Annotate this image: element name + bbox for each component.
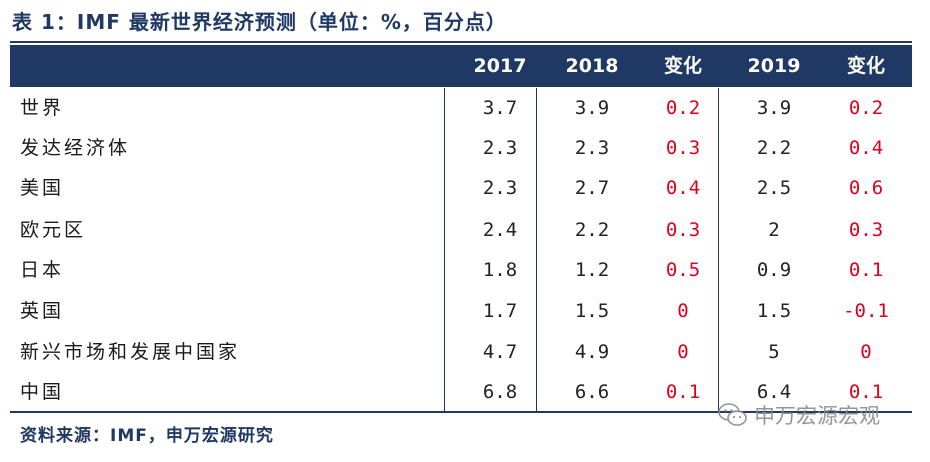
table-row: 新兴市场和发展中国家 4.7 4.9 0 5 0 xyxy=(10,332,912,372)
value-2017: 2.4 xyxy=(482,219,518,241)
table-row: 日本 1.8 1.2 0.5 0.9 0.1 xyxy=(10,250,912,290)
value-2019: 3.9 xyxy=(756,97,792,119)
change-2018: 0 xyxy=(677,300,689,322)
row-label: 发达经济体 xyxy=(20,137,131,159)
change-2019: 0 xyxy=(860,341,872,363)
table-header: 2017 2018 变化 2019 变化 xyxy=(10,45,912,87)
column-divider xyxy=(536,88,537,411)
value-2017: 2.3 xyxy=(482,177,518,199)
row-label: 美国 xyxy=(20,177,65,199)
row-label: 中国 xyxy=(20,381,65,403)
change-2019: 0.3 xyxy=(848,219,884,241)
header-2017: 2017 xyxy=(473,55,527,77)
row-label: 英国 xyxy=(20,300,65,322)
header-change-2019: 变化 xyxy=(846,55,885,77)
watermark: 申万宏源宏观 xyxy=(718,400,880,430)
table-row: 中国 6.8 6.6 0.1 6.4 0.1 xyxy=(10,372,912,412)
change-2018: 0.3 xyxy=(665,219,701,241)
change-2019: 0.2 xyxy=(848,97,884,119)
header-2018: 2018 xyxy=(565,55,619,77)
table-row: 欧元区 2.4 2.2 0.3 2 0.3 xyxy=(10,210,912,250)
watermark-text: 申万宏源宏观 xyxy=(754,404,880,428)
table-row: 美国 2.3 2.7 0.4 2.5 0.6 xyxy=(10,168,912,208)
column-divider xyxy=(444,88,445,411)
value-2019: 5 xyxy=(768,341,780,363)
value-2018: 3.9 xyxy=(574,97,610,119)
top-rule xyxy=(10,41,912,43)
table-row: 英国 1.7 1.5 0 1.5 -0.1 xyxy=(10,291,912,331)
change-2019: 0.6 xyxy=(848,177,884,199)
value-2017: 4.7 xyxy=(482,341,518,363)
value-2019: 2.5 xyxy=(756,177,792,199)
value-2017: 6.8 xyxy=(482,381,518,403)
change-2018: 0.1 xyxy=(665,381,701,403)
value-2017: 1.7 xyxy=(482,300,518,322)
row-label: 欧元区 xyxy=(20,219,87,241)
value-2018: 1.5 xyxy=(574,300,610,322)
row-label: 日本 xyxy=(20,259,65,281)
value-2019: 2.2 xyxy=(756,137,792,159)
value-2017: 1.8 xyxy=(482,259,518,281)
source-note: 资料来源：IMF，申万宏源研究 xyxy=(20,426,274,446)
column-divider xyxy=(718,88,719,411)
change-2019: -0.1 xyxy=(843,300,889,322)
row-label: 世界 xyxy=(20,97,65,119)
change-2018: 0.2 xyxy=(665,97,701,119)
value-2018: 6.6 xyxy=(574,381,610,403)
table-row: 发达经济体 2.3 2.3 0.3 2.2 0.4 xyxy=(10,128,912,168)
value-2018: 2.2 xyxy=(574,219,610,241)
bottom-rule xyxy=(10,411,912,413)
value-2018: 2.3 xyxy=(574,137,610,159)
value-2018: 4.9 xyxy=(574,341,610,363)
value-2019: 6.4 xyxy=(756,381,792,403)
value-2019: 1.5 xyxy=(756,300,792,322)
value-2017: 3.7 xyxy=(482,97,518,119)
change-2019: 0.4 xyxy=(848,137,884,159)
change-2018: 0.4 xyxy=(665,177,701,199)
value-2017: 2.3 xyxy=(482,137,518,159)
table-title: 表 1：IMF 最新世界经济预测（单位：%，百分点） xyxy=(12,10,507,34)
change-2018: 0.3 xyxy=(665,137,701,159)
change-2019: 0.1 xyxy=(848,381,884,403)
change-2019: 0.1 xyxy=(848,259,884,281)
header-2019: 2019 xyxy=(747,55,801,77)
change-2018: 0.5 xyxy=(665,259,701,281)
header-change-2018: 变化 xyxy=(663,55,702,77)
table-row: 世界 3.7 3.9 0.2 3.9 0.2 xyxy=(10,88,912,128)
value-2019: 0.9 xyxy=(756,259,792,281)
wechat-icon xyxy=(718,403,747,426)
value-2019: 2 xyxy=(768,219,780,241)
change-2018: 0 xyxy=(677,341,689,363)
value-2018: 1.2 xyxy=(574,259,610,281)
row-label: 新兴市场和发展中国家 xyxy=(20,341,241,363)
value-2018: 2.7 xyxy=(574,177,610,199)
